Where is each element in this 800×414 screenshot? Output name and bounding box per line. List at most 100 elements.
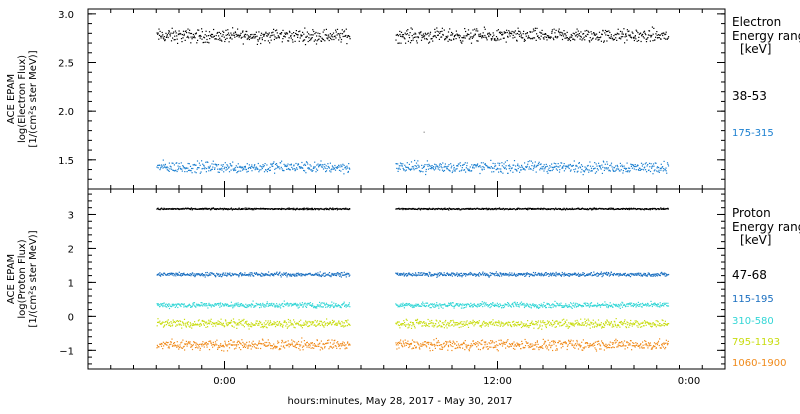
proton-series-4-point: [275, 326, 276, 327]
proton-series-2-point: [668, 274, 669, 275]
proton-series-3-point: [408, 304, 409, 305]
electron-series-2-point: [609, 165, 610, 166]
proton-series-3-point: [570, 306, 571, 307]
proton-series-3-point: [532, 304, 533, 305]
proton-series-3-point: [180, 304, 181, 305]
electron-series-1-point: [460, 40, 461, 41]
proton-series-2-point: [163, 275, 164, 276]
proton-series-4-point: [172, 325, 173, 326]
electron-series-2-point: [525, 169, 526, 170]
electron-series-2-point: [191, 168, 192, 169]
proton-series-4-point: [258, 323, 259, 324]
electron-series-1-point: [577, 29, 578, 30]
electron-series-2-point: [270, 170, 271, 171]
electron-series-2-point: [243, 169, 244, 170]
electron-series-1-point: [624, 42, 625, 43]
proton-series-2-point: [516, 274, 517, 275]
proton-series-3-point: [192, 305, 193, 306]
proton-series-3-point: [252, 304, 253, 305]
electron-series-1-point: [500, 39, 501, 40]
electron-series-2-point: [212, 167, 213, 168]
electron-series-2-point: [448, 164, 449, 165]
electron-series-2-point: [644, 167, 645, 168]
electron-series-1-point: [397, 43, 398, 44]
electron-series-2-point: [422, 168, 423, 169]
proton-series-2-point: [200, 275, 201, 276]
electron-series-2-point: [437, 166, 438, 167]
electron-series-2-point: [403, 168, 404, 169]
electron-series-2-point: [493, 171, 494, 172]
proton-series-3-point: [317, 304, 318, 305]
electron-series-1-point: [314, 41, 315, 42]
electron-series-2-point: [272, 166, 273, 167]
proton-series-3-point: [591, 302, 592, 303]
proton-series-2-point: [439, 275, 440, 276]
proton-series-2-point: [540, 275, 541, 276]
proton-series-3-point: [413, 306, 414, 307]
proton-series-3-point: [344, 302, 345, 303]
electron-series-2-point: [450, 170, 451, 171]
electron-series-2-point: [595, 173, 596, 174]
proton-series-3-point: [450, 302, 451, 303]
electron-series-1-point: [209, 31, 210, 32]
proton-series-2-point: [419, 275, 420, 276]
electron-series-1-point: [659, 37, 660, 38]
electron-series-1-point: [337, 29, 338, 30]
proton-series-2-point: [334, 273, 335, 274]
proton-series-4-point: [202, 321, 203, 322]
electron-series-2-point: [265, 163, 266, 164]
proton-series-3-point: [565, 305, 566, 306]
electron-series-1-point: [572, 35, 573, 36]
electron-series-2-point: [229, 167, 230, 168]
electron-series-2-point: [582, 166, 583, 167]
electron-series-2-point: [200, 173, 201, 174]
proton-series-4-point: [184, 319, 185, 320]
proton-series-3-point: [489, 307, 490, 308]
electron-series-1-point: [223, 32, 224, 33]
electron-series-2-point: [190, 166, 191, 167]
electron-series-1-point: [573, 33, 574, 34]
proton-series-2-point: [644, 275, 645, 276]
electron-series-1-point: [441, 31, 442, 32]
proton-series-3-point: [407, 305, 408, 306]
electron-series-2-point: [559, 169, 560, 170]
electron-series-1-point: [591, 33, 592, 34]
electron-series-1-point: [271, 40, 272, 41]
proton-series-3-point: [324, 303, 325, 304]
proton-series-2-point: [408, 272, 409, 273]
electron-series-2-point: [510, 170, 511, 171]
electron-series-1-point: [662, 35, 663, 36]
proton-series-2-point: [244, 272, 245, 273]
electron-series-2-point: [236, 165, 237, 166]
electron-series-1-point: [542, 30, 543, 31]
electron-series-1-point: [490, 34, 491, 35]
proton-series-3-point: [412, 307, 413, 308]
electron-series-2-point: [591, 168, 592, 169]
electron-series-2-point: [619, 170, 620, 171]
electron-series-1-point: [198, 30, 199, 31]
electron-series-2-point: [517, 164, 518, 165]
electron-series-1-point: [296, 30, 297, 31]
electron-series-2-point: [469, 170, 470, 171]
proton-series-3-point: [220, 304, 221, 305]
electron-series-2-point: [419, 166, 420, 167]
electron-series-1-point: [644, 37, 645, 38]
electron-series-2-point: [608, 167, 609, 168]
electron-series-1-point: [665, 34, 666, 35]
proton-series-3-point: [463, 308, 464, 309]
proton-series-2-point: [240, 272, 241, 273]
electron-series-1-point: [411, 27, 412, 28]
electron-series-1-point: [452, 34, 453, 35]
proton-series-3-point: [245, 304, 246, 305]
electron-series-1-point: [645, 33, 646, 34]
proton-series-3-point: [648, 304, 649, 305]
electron-series-2-point: [497, 163, 498, 164]
electron-series-2-point: [329, 167, 330, 168]
proton-series-3-point: [276, 303, 277, 304]
electron-series-2-point: [574, 171, 575, 172]
electron-series-2-point: [570, 164, 571, 165]
proton-series-3-point: [453, 302, 454, 303]
electron-series-1-point: [339, 34, 340, 35]
electron-series-2-point: [409, 164, 410, 165]
proton-series-2-point: [181, 275, 182, 276]
